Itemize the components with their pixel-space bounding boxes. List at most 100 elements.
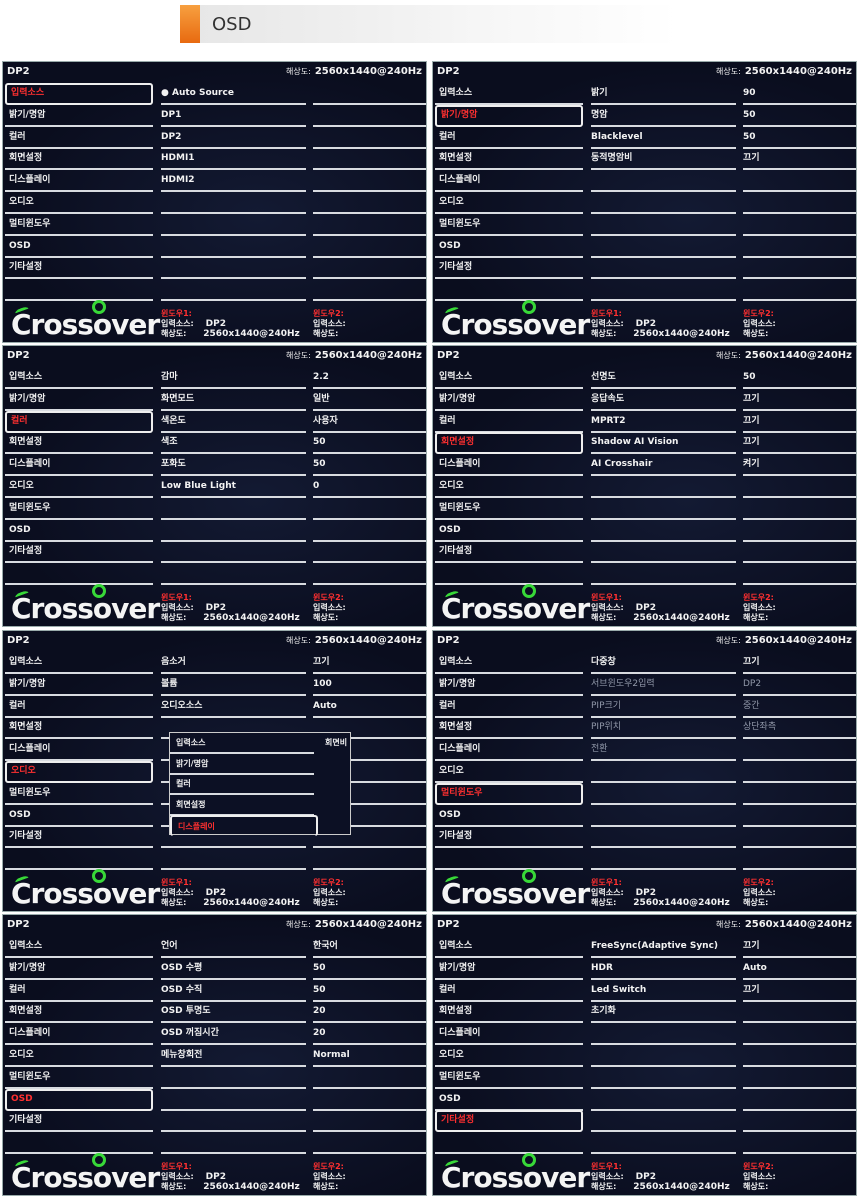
option-item[interactable]: 언어	[161, 936, 306, 958]
menu-item[interactable]: 기타설정	[435, 257, 583, 280]
menu-item[interactable]: 입력소스	[5, 367, 153, 389]
menu-item[interactable]: 컬러	[435, 411, 583, 433]
option-value[interactable]: 2.2	[313, 367, 426, 389]
option-item[interactable]: 메뉴창회전	[161, 1045, 306, 1067]
option-item[interactable]: HDMI1	[161, 148, 306, 171]
menu-item[interactable]: OSD	[5, 520, 153, 542]
option-item[interactable]: 감마	[161, 367, 306, 389]
menu-item[interactable]: OSD	[435, 1089, 583, 1111]
menu-item[interactable]: 입력소스	[5, 936, 153, 958]
menu-item[interactable]: 디스플레이	[5, 454, 153, 477]
option-value[interactable]: 일반	[313, 389, 426, 411]
popup-item[interactable]: 밝기/명암	[170, 754, 318, 775]
option-item[interactable]: 선명도	[591, 367, 736, 389]
option-item[interactable]: 동적명암비	[591, 148, 736, 171]
menu-item[interactable]: 오디오	[435, 1045, 583, 1067]
option-value[interactable]: 50	[313, 454, 426, 477]
menu-item[interactable]: 디스플레이	[435, 739, 583, 762]
option-item[interactable]: 화면모드	[161, 389, 306, 411]
option-item[interactable]: 초기화	[591, 1001, 736, 1024]
menu-item[interactable]: 멀티윈도우	[5, 1067, 153, 1089]
menu-item[interactable]: 컬러	[435, 696, 583, 718]
option-item[interactable]: DP2	[161, 127, 306, 149]
menu-item[interactable]: 기타설정	[435, 826, 583, 849]
menu-item[interactable]: 오디오	[5, 476, 153, 498]
option-item[interactable]: MPRT2	[591, 411, 736, 433]
option-item[interactable]: PIP크기	[591, 696, 736, 718]
menu-item[interactable]: 입력소스	[5, 652, 153, 674]
option-value[interactable]: 상단좌측	[743, 717, 856, 740]
menu-item[interactable]: 기타설정	[5, 826, 153, 849]
menu-item[interactable]: 오디오	[5, 761, 153, 783]
menu-item[interactable]: 회면설정	[5, 717, 153, 740]
option-item[interactable]: 명암	[591, 105, 736, 127]
menu-item[interactable]: 밝기/명암	[435, 958, 583, 980]
option-item[interactable]: OSD 수평	[161, 958, 306, 980]
menu-item[interactable]: 회면설정	[5, 1001, 153, 1024]
option-value[interactable]: 한국어	[313, 936, 426, 958]
option-item[interactable]: HDMI2	[161, 170, 306, 193]
menu-item[interactable]: 입력소스	[435, 367, 583, 389]
menu-item[interactable]: 오디오	[5, 192, 153, 214]
menu-item[interactable]: 회면설정	[435, 717, 583, 740]
option-item[interactable]: 서브윈도우2입력	[591, 674, 736, 696]
option-item[interactable]: 오디오소스	[161, 696, 306, 718]
menu-item[interactable]: 오디오	[5, 1045, 153, 1067]
menu-item[interactable]: 회면설정	[435, 148, 583, 171]
option-item[interactable]: DP1	[161, 105, 306, 127]
menu-item[interactable]: OSD	[435, 805, 583, 827]
menu-item[interactable]: 회면설정	[5, 148, 153, 171]
option-item[interactable]: PIP위치	[591, 717, 736, 740]
menu-item[interactable]: 오디오	[435, 476, 583, 498]
option-value[interactable]: 끄기	[743, 389, 856, 411]
option-value[interactable]: 끄기	[743, 936, 856, 958]
option-value[interactable]: 끄기	[743, 980, 856, 1002]
menu-item[interactable]: 디스플레이	[435, 454, 583, 477]
option-item[interactable]: 응답속도	[591, 389, 736, 411]
option-value[interactable]: 50	[313, 432, 426, 455]
menu-item[interactable]: 기타설정	[5, 257, 153, 280]
menu-item[interactable]: 컬러	[5, 127, 153, 149]
option-item[interactable]: 색조	[161, 432, 306, 455]
option-value[interactable]: 20	[313, 1001, 426, 1024]
option-item[interactable]: ● Auto Source	[161, 83, 306, 105]
option-item[interactable]: AI Crosshair	[591, 454, 736, 477]
option-value[interactable]: 끄기	[743, 432, 856, 455]
menu-item[interactable]: 컬러	[5, 696, 153, 718]
option-value[interactable]: 50	[743, 367, 856, 389]
menu-item[interactable]: 디스플레이	[435, 170, 583, 193]
option-value[interactable]: 50	[743, 105, 856, 127]
option-value[interactable]: 중간	[743, 696, 856, 718]
option-value[interactable]: 50	[313, 980, 426, 1002]
menu-item[interactable]: 디스플레이	[5, 170, 153, 193]
popup-aspect-ratio[interactable]: 회면비	[325, 738, 348, 747]
popup-item[interactable]: 입력소스	[170, 733, 318, 754]
menu-item[interactable]: 컬러	[435, 127, 583, 149]
menu-item[interactable]: 밝기/명암	[435, 104, 583, 127]
option-value[interactable]: Auto	[743, 958, 856, 980]
option-item[interactable]: OSD 꺼짐시간	[161, 1023, 306, 1046]
menu-item[interactable]: 밝기/명암	[5, 389, 153, 411]
option-value[interactable]: 0	[313, 476, 426, 498]
menu-item[interactable]: OSD	[5, 1088, 153, 1111]
option-item[interactable]: 색온도	[161, 411, 306, 433]
menu-item[interactable]: 멀티윈도우	[435, 214, 583, 236]
menu-item[interactable]: 입력소스	[435, 652, 583, 674]
popup-item[interactable]: 회면설정	[170, 795, 318, 816]
option-item[interactable]: FreeSync(Adaptive Sync)	[591, 936, 736, 958]
menu-item[interactable]: 기타설정	[435, 541, 583, 564]
menu-item[interactable]: OSD	[5, 236, 153, 258]
option-item[interactable]: Shadow AI Vision	[591, 432, 736, 455]
option-value[interactable]: DP2	[743, 674, 856, 696]
option-value[interactable]: 20	[313, 1023, 426, 1046]
menu-item[interactable]: 오디오	[435, 192, 583, 214]
menu-item[interactable]: 입력소스	[5, 83, 153, 105]
menu-item[interactable]: OSD	[435, 236, 583, 258]
menu-item[interactable]: 컬러	[5, 980, 153, 1002]
option-item[interactable]: Blacklevel	[591, 127, 736, 149]
option-item[interactable]: 다중창	[591, 652, 736, 674]
option-item[interactable]: 포화도	[161, 454, 306, 477]
menu-item[interactable]: 멀티윈도우	[5, 783, 153, 805]
option-value[interactable]: 끄기	[743, 411, 856, 433]
menu-item[interactable]: 입력소스	[435, 936, 583, 958]
